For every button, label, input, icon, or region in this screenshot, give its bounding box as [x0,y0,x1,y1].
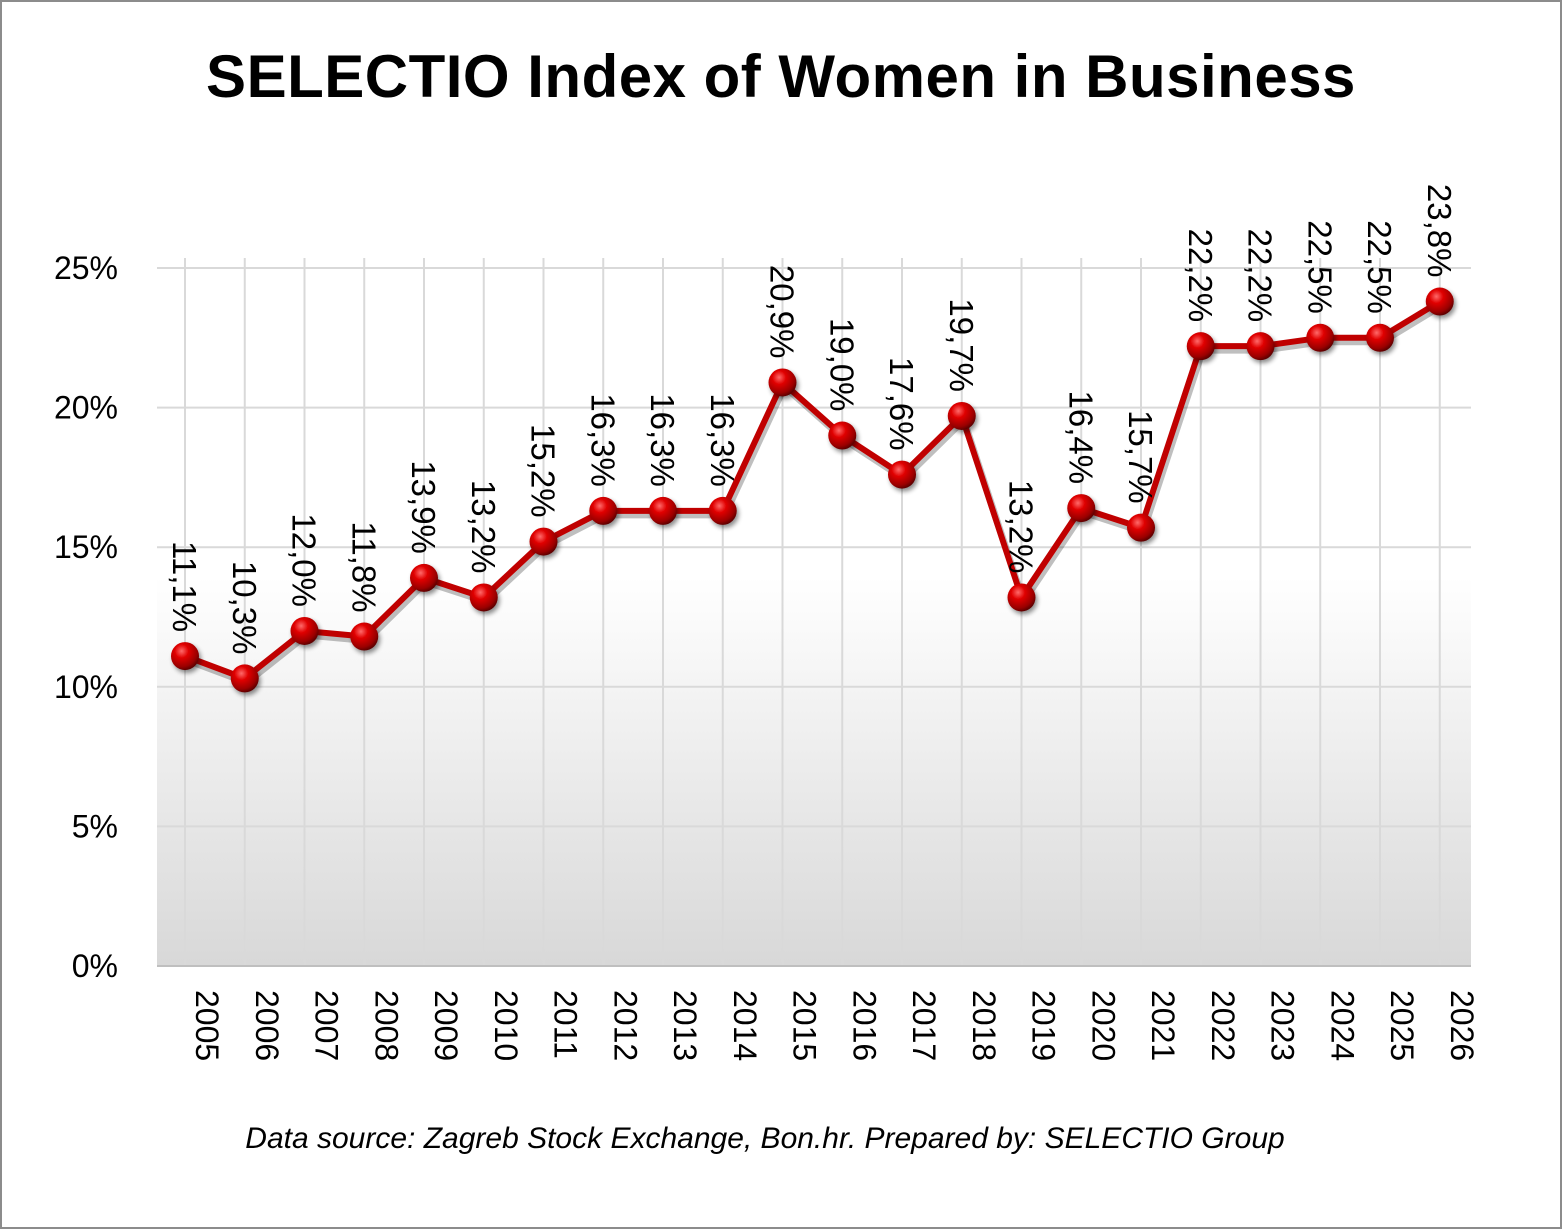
x-tick-label: 2023 [1265,990,1301,1061]
data-point-2016 [828,421,857,450]
chart-title: SELECTIO Index of Women in Business [206,43,1356,110]
data-point-2023 [1246,332,1275,361]
data-point-2024 [1306,323,1335,352]
data-point-2015 [768,368,797,397]
data-label-2007: 12,0% [286,513,323,607]
data-label-2006: 10,3% [226,561,263,655]
data-label-2013: 16,3% [644,393,681,487]
y-axis: 0% 5% 10% 15% 20% 25% [54,250,118,984]
data-label-2018: 19,7% [943,298,980,392]
data-point-2018 [947,401,976,430]
data-point-2019 [1007,583,1036,612]
data-source-note: Data source: Zagreb Stock Exchange, Bon.… [245,1122,1285,1155]
x-tick-label: 2016 [846,990,882,1061]
data-point-2012 [589,496,618,525]
data-point-2026 [1425,287,1454,316]
x-tick-label: 2008 [368,990,404,1061]
data-label-2017: 17,6% [883,357,920,451]
y-tick-label: 10% [54,669,118,705]
data-point-2025 [1366,323,1394,352]
data-label-2026: 23,8% [1421,184,1458,278]
data-label-2009: 13,9% [405,460,442,554]
x-tick-label: 2019 [1026,990,1062,1061]
data-point-2009 [410,563,438,592]
x-tick-label: 2013 [667,990,703,1061]
data-point-2022 [1186,332,1215,361]
x-axis: 2005 2006 2007 2008 2009 2010 2011 2012 2013 2014… [189,990,1480,1061]
plot-area [157,258,1471,966]
data-label-2005: 11,1% [166,541,203,632]
data-point-2020 [1067,494,1096,523]
data-point-2005 [171,642,199,671]
y-tick-label: 5% [72,808,118,844]
data-points [171,287,1454,693]
data-point-2013 [649,496,677,525]
data-point-2017 [888,460,916,489]
data-label-2011: 15,2% [525,424,562,518]
data-label-2012: 16,3% [584,393,621,487]
data-label-2010: 13,2% [465,480,502,574]
x-tick-label: 2017 [906,990,942,1061]
data-label-2024: 22,5% [1301,220,1338,314]
data-point-2014 [708,496,737,525]
x-tick-label: 2020 [1085,990,1121,1061]
y-tick-label: 0% [72,948,118,984]
x-tick-label: 2006 [249,990,285,1061]
x-tick-label: 2010 [488,990,524,1061]
series-line [183,298,1444,686]
gridlines [157,258,1471,967]
data-point-2006 [230,664,259,693]
y-tick-label: 20% [54,390,118,426]
x-tick-label: 2005 [189,990,225,1061]
data-point-2008 [350,622,379,651]
data-label-2022: 22,2% [1182,229,1219,323]
y-tick-label: 15% [54,529,118,565]
x-tick-label: 2026 [1444,990,1480,1061]
x-tick-label: 2011 [548,990,584,1059]
x-tick-label: 2024 [1324,990,1360,1061]
data-label-2025: 22,5% [1361,220,1398,314]
x-tick-label: 2025 [1384,990,1420,1061]
x-tick-label: 2007 [309,990,345,1061]
x-tick-label: 2021 [1145,990,1181,1061]
x-tick-label: 2018 [966,990,1002,1061]
data-label-2019: 13,2% [1003,480,1040,574]
data-label-2016: 19,0% [823,318,860,412]
data-labels: 11,1% 10,3% 12,0% 11,8% 13,9% 13,2% 15,2% 16,3%… [166,184,1458,654]
data-point-2007 [290,616,319,645]
data-label-2008: 11,8% [345,521,382,612]
x-tick-label: 2014 [727,990,763,1061]
data-point-2010 [469,583,498,612]
x-tick-label: 2015 [787,990,823,1061]
data-label-2014: 16,3% [704,393,741,487]
data-point-2011 [529,527,558,556]
data-label-2023: 22,2% [1242,229,1279,323]
x-tick-label: 2012 [607,990,643,1061]
data-label-2020: 16,4% [1062,391,1099,485]
x-tick-label: 2009 [428,990,464,1061]
data-point-2021 [1127,513,1155,542]
data-label-2021: 15,7% [1122,410,1159,504]
series-line-path [183,298,1442,682]
data-label-2015: 20,9% [764,265,801,359]
x-tick-label: 2022 [1205,990,1241,1061]
y-tick-label: 25% [54,250,118,286]
